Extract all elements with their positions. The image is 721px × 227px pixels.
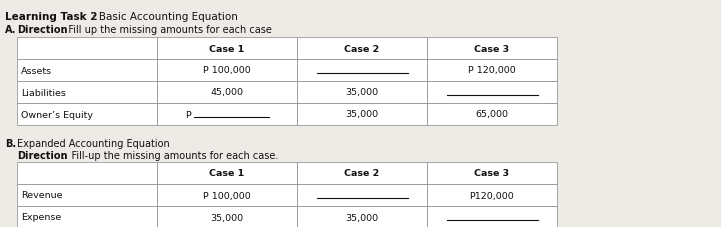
Bar — [427, 82, 557, 104]
Text: B.: B. — [5, 138, 16, 148]
Text: P 100,000: P 100,000 — [203, 66, 251, 75]
Text: Assets: Assets — [21, 66, 52, 75]
Bar — [17, 206, 157, 227]
Bar — [157, 184, 297, 206]
Text: Case 3: Case 3 — [474, 44, 510, 53]
Text: Case 1: Case 1 — [209, 169, 244, 178]
Bar — [157, 60, 297, 82]
Text: 35,000: 35,000 — [211, 212, 244, 222]
Bar — [17, 82, 157, 104]
Bar — [17, 38, 157, 60]
Bar — [157, 104, 297, 126]
Text: Learning Task 2: Learning Task 2 — [5, 12, 97, 22]
Bar — [157, 206, 297, 227]
Text: Direction: Direction — [17, 150, 68, 160]
Bar — [17, 184, 157, 206]
Bar — [297, 60, 427, 82]
Text: : Basic Accounting Equation: : Basic Accounting Equation — [92, 12, 238, 22]
Text: Direction: Direction — [17, 25, 68, 35]
Bar — [297, 38, 427, 60]
Bar — [427, 60, 557, 82]
Bar — [157, 162, 297, 184]
Bar — [297, 206, 427, 227]
Text: 35,000: 35,000 — [345, 212, 379, 222]
Bar — [297, 82, 427, 104]
Bar — [427, 206, 557, 227]
Bar — [157, 82, 297, 104]
Text: Revenue: Revenue — [21, 191, 63, 200]
Bar — [17, 162, 157, 184]
Text: P120,000: P120,000 — [469, 191, 514, 200]
Text: Case 3: Case 3 — [474, 169, 510, 178]
Text: Case 2: Case 2 — [345, 44, 380, 53]
Bar — [297, 104, 427, 126]
Bar — [427, 162, 557, 184]
Text: A.: A. — [5, 25, 17, 35]
Bar — [17, 60, 157, 82]
Bar — [297, 184, 427, 206]
Bar — [427, 104, 557, 126]
Text: Expanded Accounting Equation: Expanded Accounting Equation — [17, 138, 169, 148]
Text: P 120,000: P 120,000 — [468, 66, 516, 75]
Text: Case 1: Case 1 — [209, 44, 244, 53]
Text: Case 2: Case 2 — [345, 169, 380, 178]
Bar — [427, 184, 557, 206]
Text: :  Fill-up the missing amounts for each case.: : Fill-up the missing amounts for each c… — [62, 150, 278, 160]
Text: P 100,000: P 100,000 — [203, 191, 251, 200]
Text: 45,000: 45,000 — [211, 88, 244, 97]
Text: Owner’s Equity: Owner’s Equity — [21, 110, 93, 119]
Text: Liabilities: Liabilities — [21, 88, 66, 97]
Bar — [157, 38, 297, 60]
Text: P: P — [185, 110, 191, 119]
Text: 35,000: 35,000 — [345, 88, 379, 97]
Bar — [297, 162, 427, 184]
Bar — [17, 104, 157, 126]
Text: Expense: Expense — [21, 212, 61, 222]
Bar — [427, 38, 557, 60]
Text: 35,000: 35,000 — [345, 110, 379, 119]
Text: : Fill up the missing amounts for each case: : Fill up the missing amounts for each c… — [62, 25, 272, 35]
Text: 65,000: 65,000 — [476, 110, 508, 119]
